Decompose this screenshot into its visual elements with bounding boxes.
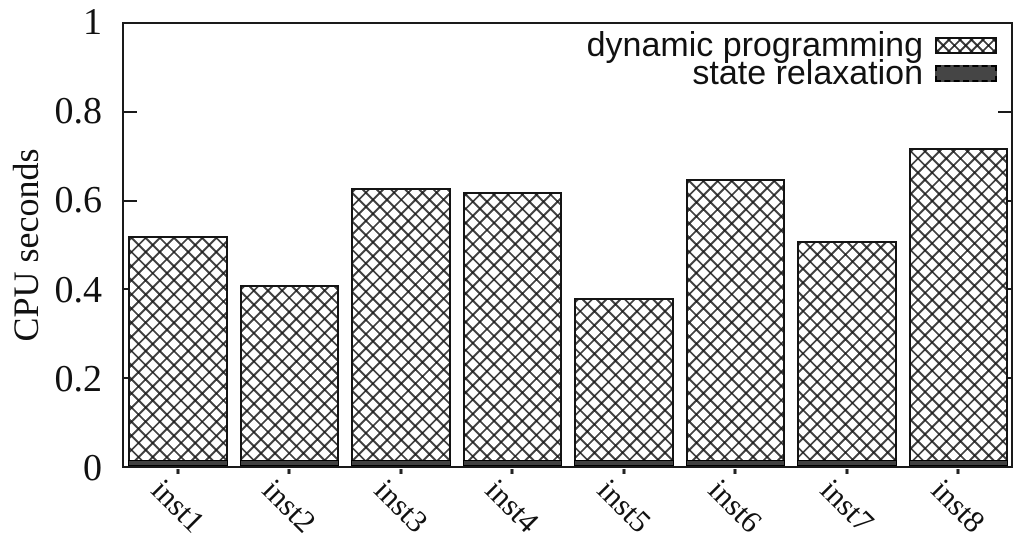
bar-group-inst1: inst1 bbox=[128, 24, 228, 539]
x-tick-label: inst1 bbox=[144, 471, 212, 540]
legend-label-state-relaxation: state relaxation bbox=[692, 54, 923, 92]
bar-state-relaxation bbox=[685, 460, 785, 466]
bar-state-relaxation bbox=[574, 460, 674, 466]
bars-container: inst1 inst2 inst3 inst4 inst5 inst6 inst7 inst8 bbox=[128, 24, 1008, 539]
bar-group-inst3: inst3 bbox=[351, 24, 451, 539]
legend-row-state-relaxation: state relaxation bbox=[587, 54, 997, 92]
bar-state-relaxation bbox=[351, 460, 451, 466]
x-tick-label: inst8 bbox=[924, 471, 993, 540]
x-tick-mark bbox=[176, 469, 180, 474]
bar-state-relaxation bbox=[239, 460, 339, 466]
bar-group-inst5: inst5 bbox=[574, 24, 674, 539]
x-tick-label: inst2 bbox=[255, 471, 324, 540]
bar-group-inst4: inst4 bbox=[462, 24, 562, 539]
x-tick-label: inst3 bbox=[367, 471, 435, 540]
bar-state-relaxation bbox=[462, 460, 562, 466]
bar-state-relaxation bbox=[797, 460, 897, 466]
bar-state-relaxation bbox=[908, 460, 1008, 466]
legend-swatch-dynamic-programming bbox=[935, 36, 997, 54]
x-tick-mark bbox=[733, 469, 737, 474]
x-tick-label: inst5 bbox=[590, 471, 658, 540]
bar-dynamic-programming bbox=[128, 236, 228, 466]
y-tick-label: 0.2 bbox=[54, 357, 103, 400]
legend: dynamic programming state relaxation bbox=[586, 26, 997, 92]
bar-group-inst6: inst6 bbox=[685, 24, 785, 539]
bar-dynamic-programming bbox=[239, 284, 339, 466]
x-tick-mark bbox=[399, 469, 403, 474]
x-tick-mark bbox=[287, 469, 291, 474]
bar-group-inst8: inst8 bbox=[908, 24, 1008, 539]
bar-dynamic-programming bbox=[797, 240, 897, 466]
y-tick-mark bbox=[124, 111, 137, 114]
bar-dynamic-programming bbox=[462, 191, 562, 466]
y-tick-label: 0.4 bbox=[54, 268, 103, 311]
x-tick-label: inst6 bbox=[701, 471, 770, 540]
plot-area: dynamic programming state relaxation ins… bbox=[122, 22, 1013, 539]
y-tick-mark bbox=[124, 199, 137, 202]
y-tick-label: 1 bbox=[83, 1, 102, 43]
y-tick-mark bbox=[998, 111, 1011, 114]
x-tick-mark bbox=[510, 469, 514, 474]
bar-dynamic-programming bbox=[908, 147, 1008, 466]
legend-swatch-state-relaxation bbox=[935, 64, 997, 82]
bar-dynamic-programming bbox=[574, 298, 674, 466]
y-tick-label: 0.6 bbox=[54, 179, 103, 222]
bar-group-inst2: inst2 bbox=[239, 24, 339, 539]
bar-group-inst7: inst7 bbox=[797, 24, 897, 539]
x-tick-label: inst7 bbox=[813, 471, 881, 540]
bar-dynamic-programming bbox=[685, 178, 785, 466]
bar-state-relaxation bbox=[128, 460, 228, 466]
y-tick-label: 0 bbox=[83, 447, 102, 489]
x-tick-label: inst4 bbox=[478, 471, 547, 540]
x-tick-mark bbox=[956, 469, 960, 474]
y-tick-label: 0.8 bbox=[54, 90, 103, 133]
y-axis-tick-labels: 0 0.2 0.4 0.6 0.8 1 bbox=[0, 1, 112, 489]
legend-row-dynamic-programming: dynamic programming bbox=[586, 26, 997, 64]
x-tick-mark bbox=[845, 469, 849, 474]
bar-dynamic-programming bbox=[351, 187, 451, 466]
legend-label-dynamic-programming: dynamic programming bbox=[586, 26, 923, 64]
x-tick-mark bbox=[622, 469, 626, 474]
